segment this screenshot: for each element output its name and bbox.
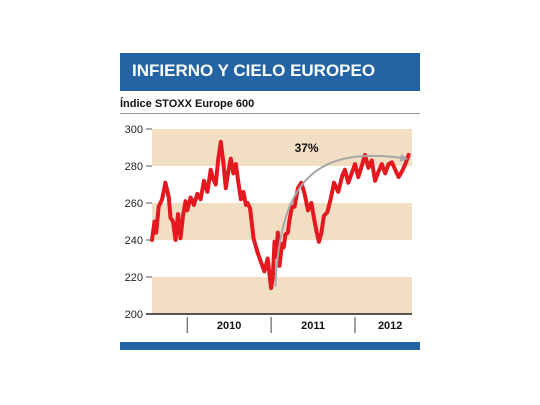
growth-label: 37% [295, 141, 319, 155]
y-tick-label: 260 [125, 198, 143, 210]
band [152, 129, 412, 166]
growth-arrow [274, 153, 409, 287]
x-axis: 2010 2011 2012 [146, 313, 412, 333]
year-label: 2010 [217, 320, 241, 332]
y-tick-label: 280 [125, 161, 143, 173]
y-tick-label: 300 [125, 124, 143, 136]
subtitle-rule [120, 113, 420, 114]
y-tick-label: 200 [125, 309, 143, 321]
series-layer [150, 139, 411, 291]
y-tick-label: 220 [125, 272, 143, 284]
y-axis: 200 220 240 260 280 300 [125, 124, 152, 321]
band [152, 277, 412, 314]
y-tick-label: 240 [125, 235, 143, 247]
series-line [150, 139, 411, 291]
chart-title: INFIERNO Y CIELO EUROPEO [132, 61, 376, 80]
title-banner [120, 53, 420, 91]
background-bands [152, 129, 412, 314]
footer-bar [120, 342, 420, 350]
year-label: 2011 [301, 320, 325, 332]
chart-subtitle: Índice STOXX Europe 600 [120, 98, 255, 110]
year-label: 2012 [378, 320, 402, 332]
line-chart: 200 220 240 260 280 300 2010 2011 2012 37% [125, 124, 412, 333]
growth-annotation: 37% [274, 141, 409, 287]
